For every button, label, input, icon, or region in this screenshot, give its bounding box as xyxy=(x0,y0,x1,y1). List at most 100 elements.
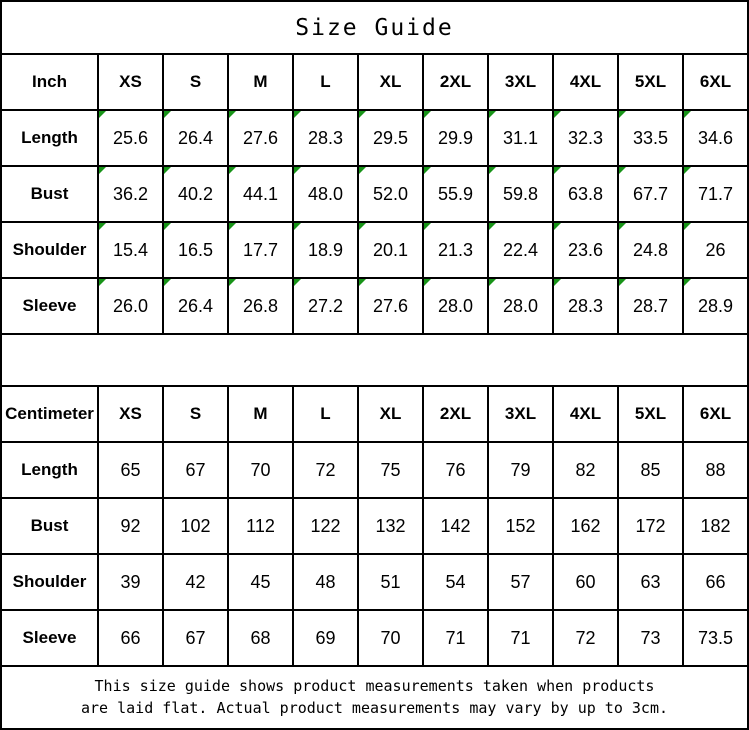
measurement-value-cell: 26.4 xyxy=(162,277,229,335)
measurement-label-cell: Sleeve xyxy=(0,277,99,335)
measurement-value-cell: 26 xyxy=(682,221,749,279)
measurement-value-cell: 51 xyxy=(357,553,424,611)
measurement-value-cell: 162 xyxy=(552,497,619,555)
measurement-value-cell: 33.5 xyxy=(617,109,684,167)
measurement-label-cell: Shoulder xyxy=(0,553,99,611)
measurement-value-cell: 67.7 xyxy=(617,165,684,223)
size-header-cell: 2XL xyxy=(422,53,489,111)
measurement-value-cell: 70 xyxy=(227,441,294,499)
measurement-value-cell: 32.3 xyxy=(552,109,619,167)
size-header-cell: 2XL xyxy=(422,385,489,443)
measurement-value-cell: 63 xyxy=(617,553,684,611)
measurement-value-cell: 31.1 xyxy=(487,109,554,167)
measurement-value-cell: 73 xyxy=(617,609,684,667)
measurement-value-cell: 68 xyxy=(227,609,294,667)
measurement-label-cell: Length xyxy=(0,441,99,499)
size-header-cell: 6XL xyxy=(682,53,749,111)
measurement-value-cell: 28.0 xyxy=(487,277,554,335)
measurement-value-cell: 71 xyxy=(487,609,554,667)
measurement-value-cell: 92 xyxy=(97,497,164,555)
size-header-cell: L xyxy=(292,385,359,443)
measurement-value-cell: 28.9 xyxy=(682,277,749,335)
measurement-value-cell: 65 xyxy=(97,441,164,499)
measurement-value-cell: 28.0 xyxy=(422,277,489,335)
measurement-value-cell: 71 xyxy=(422,609,489,667)
size-header-cell: 3XL xyxy=(487,385,554,443)
measurement-value-cell: 26.4 xyxy=(162,109,229,167)
measurement-value-cell: 122 xyxy=(292,497,359,555)
measurement-value-cell: 142 xyxy=(422,497,489,555)
measurement-value-cell: 45 xyxy=(227,553,294,611)
measurement-value-cell: 34.6 xyxy=(682,109,749,167)
measurement-value-cell: 75 xyxy=(357,441,424,499)
measurement-value-cell: 18.9 xyxy=(292,221,359,279)
measurement-value-cell: 66 xyxy=(97,609,164,667)
measurement-value-cell: 28.3 xyxy=(292,109,359,167)
measurement-value-cell: 52.0 xyxy=(357,165,424,223)
measurement-value-cell: 66 xyxy=(682,553,749,611)
size-header-cell: S xyxy=(162,385,229,443)
measurement-value-cell: 15.4 xyxy=(97,221,164,279)
measurement-value-cell: 22.4 xyxy=(487,221,554,279)
measurement-label-cell: Sleeve xyxy=(0,609,99,667)
measurement-value-cell: 54 xyxy=(422,553,489,611)
size-header-cell: XL xyxy=(357,385,424,443)
size-header-cell: M xyxy=(227,53,294,111)
size-header-cell: 4XL xyxy=(552,53,619,111)
measurement-label-cell: Length xyxy=(0,109,99,167)
measurement-label-cell: Bust xyxy=(0,165,99,223)
measurement-value-cell: 55.9 xyxy=(422,165,489,223)
size-header-cell: M xyxy=(227,385,294,443)
page-title: Size Guide xyxy=(0,0,749,55)
size-header-cell: 5XL xyxy=(617,53,684,111)
measurement-value-cell: 25.6 xyxy=(97,109,164,167)
measurement-value-cell: 73.5 xyxy=(682,609,749,667)
size-header-cell: XS xyxy=(97,53,164,111)
measurement-value-cell: 44.1 xyxy=(227,165,294,223)
measurement-value-cell: 20.1 xyxy=(357,221,424,279)
measurement-value-cell: 59.8 xyxy=(487,165,554,223)
measurement-value-cell: 36.2 xyxy=(97,165,164,223)
size-header-cell: XS xyxy=(97,385,164,443)
measurement-value-cell: 17.7 xyxy=(227,221,294,279)
measurement-value-cell: 132 xyxy=(357,497,424,555)
measurement-value-cell: 63.8 xyxy=(552,165,619,223)
measurement-value-cell: 82 xyxy=(552,441,619,499)
measurement-value-cell: 28.7 xyxy=(617,277,684,335)
footnote-line-2: are laid flat. Actual product measuremen… xyxy=(81,698,668,717)
measurement-value-cell: 88 xyxy=(682,441,749,499)
measurement-value-cell: 76 xyxy=(422,441,489,499)
size-header-cell: 6XL xyxy=(682,385,749,443)
measurement-value-cell: 72 xyxy=(552,609,619,667)
measurement-value-cell: 39 xyxy=(97,553,164,611)
measurement-value-cell: 29.9 xyxy=(422,109,489,167)
measurement-value-cell: 60 xyxy=(552,553,619,611)
measurement-label-cell: Bust xyxy=(0,497,99,555)
measurement-value-cell: 48 xyxy=(292,553,359,611)
measurement-value-cell: 70 xyxy=(357,609,424,667)
measurement-value-cell: 16.5 xyxy=(162,221,229,279)
measurement-label-cell: Shoulder xyxy=(0,221,99,279)
measurement-value-cell: 112 xyxy=(227,497,294,555)
measurement-value-cell: 27.6 xyxy=(357,277,424,335)
unit-header-cell: Inch xyxy=(0,53,99,111)
measurement-value-cell: 71.7 xyxy=(682,165,749,223)
measurement-value-cell: 24.8 xyxy=(617,221,684,279)
measurement-value-cell: 79 xyxy=(487,441,554,499)
size-header-cell: L xyxy=(292,53,359,111)
measurement-value-cell: 40.2 xyxy=(162,165,229,223)
measurement-value-cell: 29.5 xyxy=(357,109,424,167)
size-header-cell: XL xyxy=(357,53,424,111)
measurement-value-cell: 57 xyxy=(487,553,554,611)
measurement-value-cell: 48.0 xyxy=(292,165,359,223)
centimeter-size-table: Centimeter XS S M L XL 2XL 3XL 4XL 5XL 6XL Length 65… xyxy=(0,385,749,667)
size-header-cell: S xyxy=(162,53,229,111)
measurement-value-cell: 23.6 xyxy=(552,221,619,279)
measurement-value-cell: 152 xyxy=(487,497,554,555)
measurement-value-cell: 67 xyxy=(162,609,229,667)
measurement-value-cell: 27.2 xyxy=(292,277,359,335)
measurement-value-cell: 102 xyxy=(162,497,229,555)
measurement-value-cell: 42 xyxy=(162,553,229,611)
measurement-value-cell: 21.3 xyxy=(422,221,489,279)
